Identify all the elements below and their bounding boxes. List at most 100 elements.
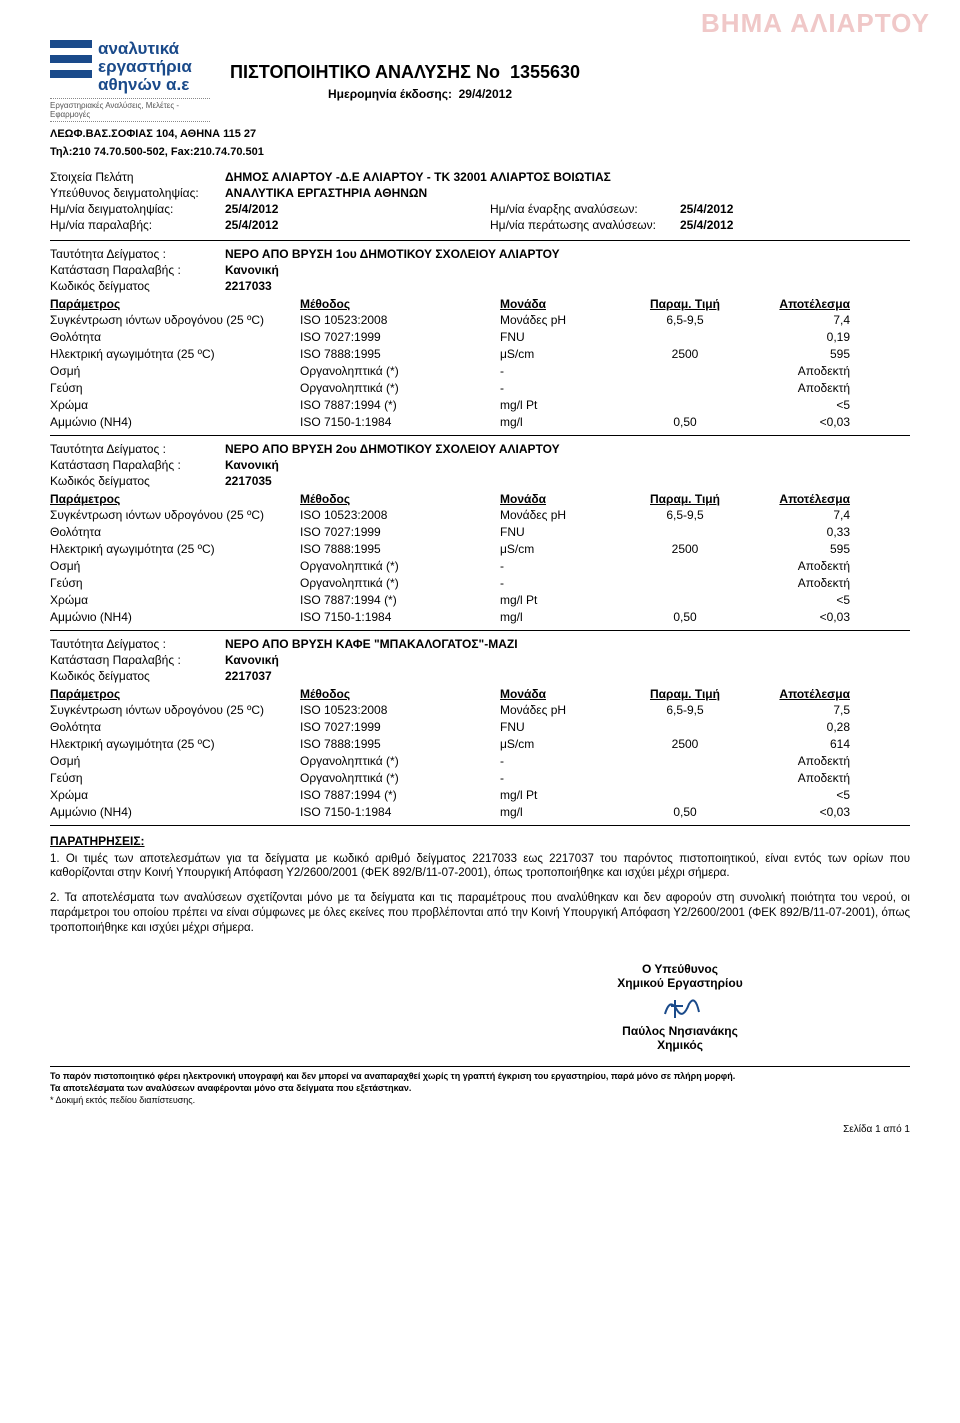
param-name: Γεύση [50,381,300,395]
param-name: Χρώμα [50,788,300,802]
param-limit: 0,50 [630,805,740,819]
header-method: Μέθοδος [300,297,500,311]
param-limit: 2500 [630,737,740,751]
sign-title: Χημικός [510,1038,850,1052]
param-method: ISO 7150-1:1984 [300,805,500,819]
header-unit: Μονάδα [500,492,630,506]
param-row: Χρώμα ISO 7887:1994 (*) mg/l Pt <5 [50,593,910,607]
logo-line2: εργαστήρια [98,58,192,76]
param-method: ISO 7887:1994 (*) [300,398,500,412]
header-method: Μέθοδος [300,492,500,506]
divider [50,240,910,241]
header: αναλυτικά εργαστήρια αθηνών α.ε Εργαστηρ… [50,40,910,122]
sampling-date-label: Ημ/νία δειγματοληψίας: [50,202,225,216]
param-name: Θολότητα [50,525,300,539]
param-limit [630,593,740,607]
sampler-value: ΑΝΑΛΥΤΙΚΑ ΕΡΓΑΣΤΗΡΙΑ ΑΘΗΝΩΝ [225,186,910,200]
sample-identity-label: Ταυτότητα Δείγματος : [50,637,225,651]
param-name: Οσμή [50,559,300,573]
param-method: ISO 7887:1994 (*) [300,788,500,802]
param-name: Αμμώνιο (NH4) [50,415,300,429]
header-result: Αποτέλεσμα [740,492,860,506]
sample-code-label: Κωδικός δείγματος [50,474,225,488]
analysis-end-value: 25/4/2012 [680,218,733,232]
param-unit: Μονάδες pH [500,508,630,522]
sample-identity-label: Ταυτότητα Δείγματος : [50,247,225,261]
header-param: Παράμετρος [50,492,300,506]
param-result: <0,03 [740,610,860,624]
param-row: Οσμή Οργανοληπτικά (*) - Αποδεκτή [50,559,910,573]
param-method: ISO 7150-1:1984 [300,610,500,624]
param-method: ISO 10523:2008 [300,508,500,522]
note-2: 2. Τα αποτελέσματα των αναλύσεων σχετίζο… [50,891,910,936]
param-row: Θολότητα ISO 7027:1999 FNU 0,28 [50,720,910,734]
params-header: Παράμετρος Μέθοδος Μονάδα Παραμ. Τιμή Απ… [50,297,910,311]
page-number: Σελίδα 1 από 1 [50,1124,910,1135]
param-method: ISO 7027:1999 [300,720,500,734]
sample-identity-value: ΝΕΡΟ ΑΠΟ ΒΡΥΣΗ 1ου ΔΗΜΟΤΙΚΟΥ ΣΧΟΛΕΙΟΥ ΑΛ… [225,247,560,261]
param-name: Θολότητα [50,330,300,344]
param-method: Οργανοληπτικά (*) [300,754,500,768]
param-name: Γεύση [50,576,300,590]
param-result: Αποδεκτή [740,364,860,378]
param-limit: 2500 [630,347,740,361]
param-limit [630,398,740,412]
divider [50,630,910,631]
param-row: Γεύση Οργανοληπτικά (*) - Αποδεκτή [50,381,910,395]
param-result: <0,03 [740,415,860,429]
param-unit: mg/l [500,415,630,429]
param-limit: 0,50 [630,610,740,624]
analysis-start-value: 25/4/2012 [680,202,733,216]
sample-identity-value: ΝΕΡΟ ΑΠΟ ΒΡΥΣΗ 2ου ΔΗΜΟΤΙΚΟΥ ΣΧΟΛΕΙΟΥ ΑΛ… [225,442,560,456]
sample-code-label: Κωδικός δείγματος [50,279,225,293]
analysis-end-label: Ημ/νία περάτωσης αναλύσεων: [490,218,680,232]
param-result: Αποδεκτή [740,559,860,573]
param-row: Συγκέντρωση ιόντων υδρογόνου (25 ºC) ISO… [50,313,910,327]
sampler-label: Υπεύθυνος δειγματοληψίας: [50,186,225,200]
param-unit: Μονάδες pH [500,313,630,327]
sample-condition-label: Κατάσταση Παραλαβής : [50,263,225,277]
param-limit: 0,50 [630,415,740,429]
header-result: Αποτέλεσμα [740,297,860,311]
param-row: Ηλεκτρική αγωγιμότητα (25 ºC) ISO 7888:1… [50,737,910,751]
param-name: Ηλεκτρική αγωγιμότητα (25 ºC) [50,347,300,361]
sample-condition-value: Κανονική [225,263,279,277]
param-result: 0,19 [740,330,860,344]
param-name: Συγκέντρωση ιόντων υδρογόνου (25 ºC) [50,313,300,327]
signature-block: Ο Υπεύθυνος Χημικού Εργαστηρίου Παύλος Ν… [510,962,850,1052]
param-limit [630,771,740,785]
param-result: 595 [740,542,860,556]
param-result: Αποδεκτή [740,754,860,768]
param-row: Χρώμα ISO 7887:1994 (*) mg/l Pt <5 [50,398,910,412]
param-row: Γεύση Οργανοληπτικά (*) - Αποδεκτή [50,576,910,590]
param-method: ISO 10523:2008 [300,313,500,327]
param-result: <5 [740,788,860,802]
sample-code-value: 2217037 [225,669,272,683]
footer-line2: Τα αποτελέσματα των αναλύσεων αναφέροντα… [50,1083,910,1095]
sample-block: Ταυτότητα Δείγματος : ΝΕΡΟ ΑΠΟ ΒΡΥΣΗ 1ου… [50,240,910,429]
notes-title: ΠΑΡΑΤΗΡΗΣΕΙΣ: [50,834,910,848]
param-unit: FNU [500,525,630,539]
client-label: Στοιχεία Πελάτη [50,170,225,184]
header-unit: Μονάδα [500,297,630,311]
param-method: ISO 7888:1995 [300,347,500,361]
address-line1: ΛΕΩΦ.ΒΑΣ.ΣΟΦΙΑΣ 104, ΑΘΗΝΑ 115 27 [50,128,910,140]
logo-line3: αθηνών α.ε [98,76,192,94]
client-info: Στοιχεία Πελάτη ΔΗΜΟΣ ΑΛΙΑΡΤΟΥ -Δ.Ε ΑΛΙΑ… [50,170,910,234]
param-row: Αμμώνιο (NH4) ISO 7150-1:1984 mg/l 0,50 … [50,415,910,429]
param-name: Οσμή [50,754,300,768]
sign-role1: Ο Υπεύθυνος [510,962,850,976]
param-limit: 2500 [630,542,740,556]
param-row: Θολότητα ISO 7027:1999 FNU 0,19 [50,330,910,344]
param-method: ISO 7027:1999 [300,330,500,344]
param-row: Αμμώνιο (NH4) ISO 7150-1:1984 mg/l 0,50 … [50,610,910,624]
param-name: Γεύση [50,771,300,785]
param-limit: 6,5-9,5 [630,508,740,522]
param-unit: - [500,364,630,378]
param-unit: μS/cm [500,347,630,361]
param-unit: mg/l Pt [500,788,630,802]
param-unit: - [500,559,630,573]
param-limit [630,720,740,734]
client-value: ΔΗΜΟΣ ΑΛΙΑΡΤΟΥ -Δ.Ε ΑΛΙΑΡΤΟΥ - ΤΚ 32001 … [225,170,910,184]
footer: Το παρόν πιστοποιητικό φέρει ηλεκτρονική… [50,1066,910,1106]
